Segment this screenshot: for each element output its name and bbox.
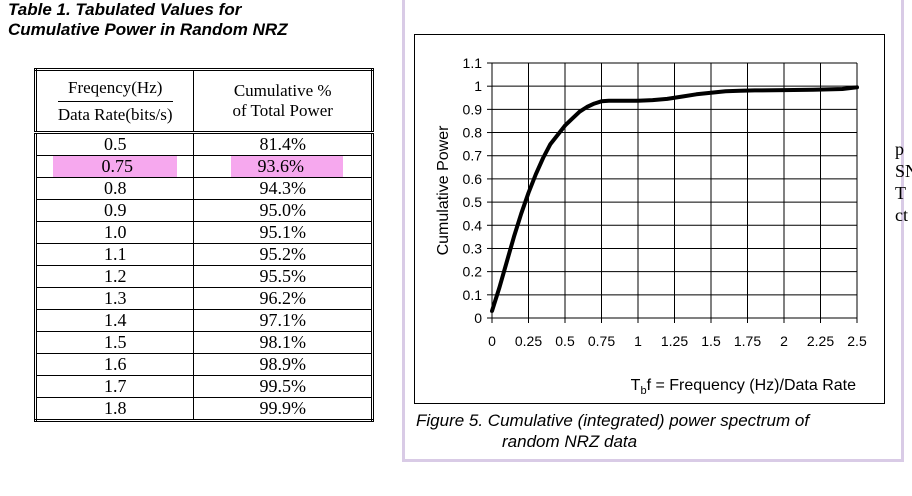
col-header-denominator: Data Rate(bits/s): [57, 104, 173, 124]
y-tick-label: 0.8: [463, 125, 483, 141]
ratio-cell: 0.5: [34, 132, 195, 156]
cumulative-power-table: Freqency(Hz) Data Rate(bits/s) Cumulativ…: [34, 68, 374, 422]
table-row: 1.8 99.9%: [34, 397, 373, 421]
x-tick-label: 0.5: [555, 333, 575, 349]
y-tick-label: 0.9: [463, 101, 483, 117]
figure-caption-line1: Figure 5. Cumulative (integrated) power …: [416, 411, 810, 430]
table-row: 0.75 93.6%: [34, 155, 373, 178]
power-cell: 98.9%: [193, 353, 373, 376]
y-tick-label: 0.1: [463, 287, 483, 303]
x-tick-label: 2.5: [847, 333, 867, 349]
x-tick-label: 2.25: [807, 333, 834, 349]
table-row: 1.4 97.1%: [34, 309, 373, 332]
y-tick-label: 0.2: [463, 264, 483, 280]
power-cell: 99.5%: [193, 375, 373, 398]
plot-frame: [414, 34, 885, 404]
x-tick-label: 1: [634, 333, 642, 349]
ratio-cell: 1.0: [34, 221, 195, 244]
y-tick-label: 0.5: [463, 194, 483, 210]
table-row: 0.5 81.4%: [34, 132, 373, 156]
x-tick-label: 1.75: [734, 333, 761, 349]
col-header-power-line2: of Total Power: [232, 101, 333, 120]
y-tick-label: 0.4: [463, 217, 483, 233]
power-cell: 95.2%: [193, 243, 373, 266]
ratio-cell: 1.1: [34, 243, 195, 266]
ratio-cell: 0.9: [34, 199, 195, 222]
x-axis-label: Tbf = Frequency (Hz)/Data Rate: [631, 377, 856, 397]
col-header-power-line1: Cumulative %: [233, 81, 332, 100]
ratio-cell: 0.75: [34, 155, 195, 178]
power-cell: 95.0%: [193, 199, 373, 222]
ratio-cell: 1.8: [34, 397, 195, 421]
highlight-mark: 0.75: [53, 156, 178, 177]
y-axis-label: Cumulative Power: [435, 125, 452, 256]
table-row: 1.5 98.1%: [34, 331, 373, 354]
power-cell: 81.4%: [193, 132, 373, 156]
figure-caption-line2: random NRZ data: [502, 432, 638, 451]
table-row: 1.6 98.9%: [34, 353, 373, 376]
y-tick-label: 1: [474, 78, 482, 94]
ratio-cell: 0.8: [34, 177, 195, 200]
side-text-line: SN: [895, 161, 912, 181]
figure-caption: Figure 5. Cumulative (integrated) power …: [416, 410, 886, 452]
power-cell: 96.2%: [193, 287, 373, 310]
x-tick-label: 0.25: [515, 333, 542, 349]
x-tick-label: 1.25: [661, 333, 688, 349]
power-cell: 99.9%: [193, 397, 373, 421]
table-row: 1.3 96.2%: [34, 287, 373, 310]
power-cell: 93.6%: [193, 155, 373, 178]
side-text-fragment: p SN T ct: [895, 138, 912, 226]
side-text-line: T: [895, 183, 906, 203]
table-header-row: Freqency(Hz) Data Rate(bits/s) Cumulativ…: [34, 69, 373, 134]
table-row: 1.0 95.1%: [34, 221, 373, 244]
x-tick-label: 0: [488, 333, 496, 349]
table-caption-line1: Table 1. Tabulated Values for: [8, 0, 242, 19]
table-caption-line2: Cumulative Power in Random NRZ: [8, 20, 288, 39]
table-caption: Table 1. Tabulated Values for Cumulative…: [8, 0, 378, 40]
power-cell: 94.3%: [193, 177, 373, 200]
highlight-mark: 93.6%: [230, 156, 343, 177]
ratio-cell: 1.4: [34, 309, 195, 332]
col-header-ratio: Freqency(Hz) Data Rate(bits/s): [34, 69, 195, 134]
ratio-cell: 1.2: [34, 265, 195, 288]
ratio-cell: 1.7: [34, 375, 195, 398]
x-tick-label: 0.75: [588, 333, 615, 349]
col-header-power: Cumulative % of Total Power: [193, 69, 373, 134]
y-tick-label: 0.3: [463, 240, 483, 256]
y-tick-label: 0.6: [463, 171, 483, 187]
table-row: 1.1 95.2%: [34, 243, 373, 266]
x-axis-label-subscript: b: [640, 385, 646, 397]
y-tick-label: 0: [474, 310, 482, 326]
power-cell: 95.5%: [193, 265, 373, 288]
power-cell: 95.1%: [193, 221, 373, 244]
series-line: [490, 85, 859, 313]
col-header-numerator: Freqency(Hz): [57, 78, 173, 102]
side-text-line: ct: [895, 205, 908, 225]
x-tick-label: 2: [780, 333, 788, 349]
ratio-cell: 1.3: [34, 287, 195, 310]
ratio-cell: 1.5: [34, 331, 195, 354]
y-tick-label: 1.1: [463, 55, 483, 71]
table-body: 0.5 81.4% 0.75 93.6% 0.8 94.3% 0.9 95.0% 1.0 95.1…: [34, 132, 373, 421]
power-cell: 98.1%: [193, 331, 373, 354]
ratio-cell: 1.6: [34, 353, 195, 376]
x-tick-label: 1.5: [701, 333, 721, 349]
table-row: 1.7 99.5%: [34, 375, 373, 398]
side-text-line: p: [895, 139, 904, 159]
table-row: 0.9 95.0%: [34, 199, 373, 222]
table-row: 1.2 95.5%: [34, 265, 373, 288]
x-axis-label-prefix: T: [631, 377, 641, 394]
table-row: 0.8 94.3%: [34, 177, 373, 200]
y-tick-label: 0.7: [463, 148, 483, 164]
x-axis-label-main: f = Frequency (Hz)/Data Rate: [647, 377, 857, 394]
power-cell: 97.1%: [193, 309, 373, 332]
cumulative-power-chart: 0 0.25 0.5 0.75 1 1.25 1.5 1.75 2 2.25 2.5 0 0.1 0.2 0…: [435, 55, 867, 397]
